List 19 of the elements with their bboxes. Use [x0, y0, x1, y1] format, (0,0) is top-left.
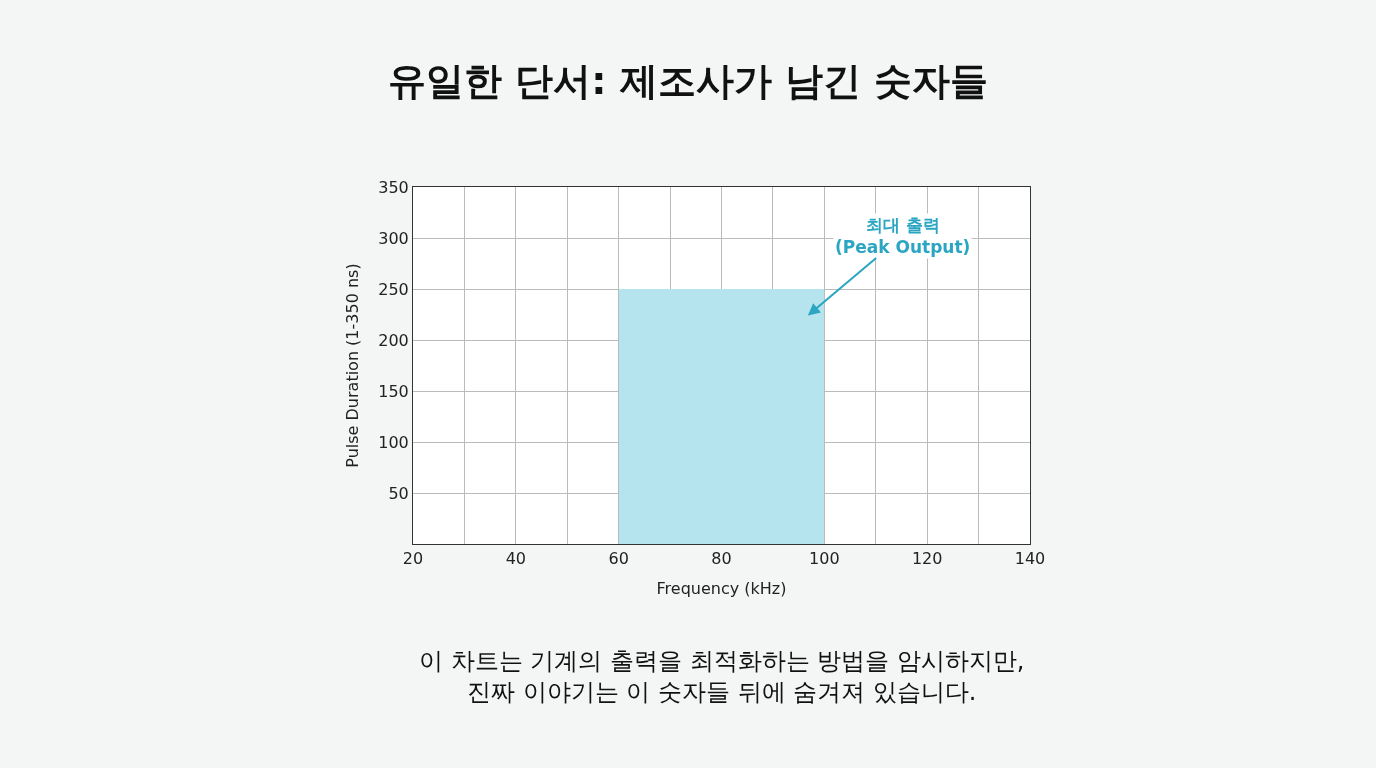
y-tick-label: 100	[378, 432, 409, 452]
x-tick-label: 120	[911, 549, 943, 569]
y-tick-label: 200	[378, 330, 409, 350]
y-tick-label: 350	[378, 177, 409, 197]
x-tick-label: 100	[809, 549, 840, 569]
y-tick-label: 50	[388, 483, 409, 503]
y-tick-label: 250	[378, 279, 409, 299]
x-axis-title: Frequency (kHz)	[656, 578, 787, 598]
annotation: 최대 출력 (Peak Output)	[835, 215, 971, 258]
y-tick-label: 150	[378, 381, 409, 401]
x-tick-label: 140	[1014, 549, 1046, 569]
text: 이 차트는 기계의 출력을 최적화하는 방법을 암시하지만, 진짜 이야기는 이 숫자들 뒤에 숨겨져 있습니다.	[419, 647, 1025, 707]
chart-title: 유일한 단서: 제조사가 남긴 숫자들	[387, 58, 989, 103]
x-tick-label: 40	[505, 549, 527, 569]
x-tick-label: 60	[608, 549, 629, 569]
x-tick-label: 20	[402, 549, 424, 569]
y-tick-label: 300	[378, 228, 409, 248]
x-tick-label: 80	[711, 549, 732, 569]
y-axis-title: Pulse Duration (1-350 ns)	[343, 263, 363, 468]
